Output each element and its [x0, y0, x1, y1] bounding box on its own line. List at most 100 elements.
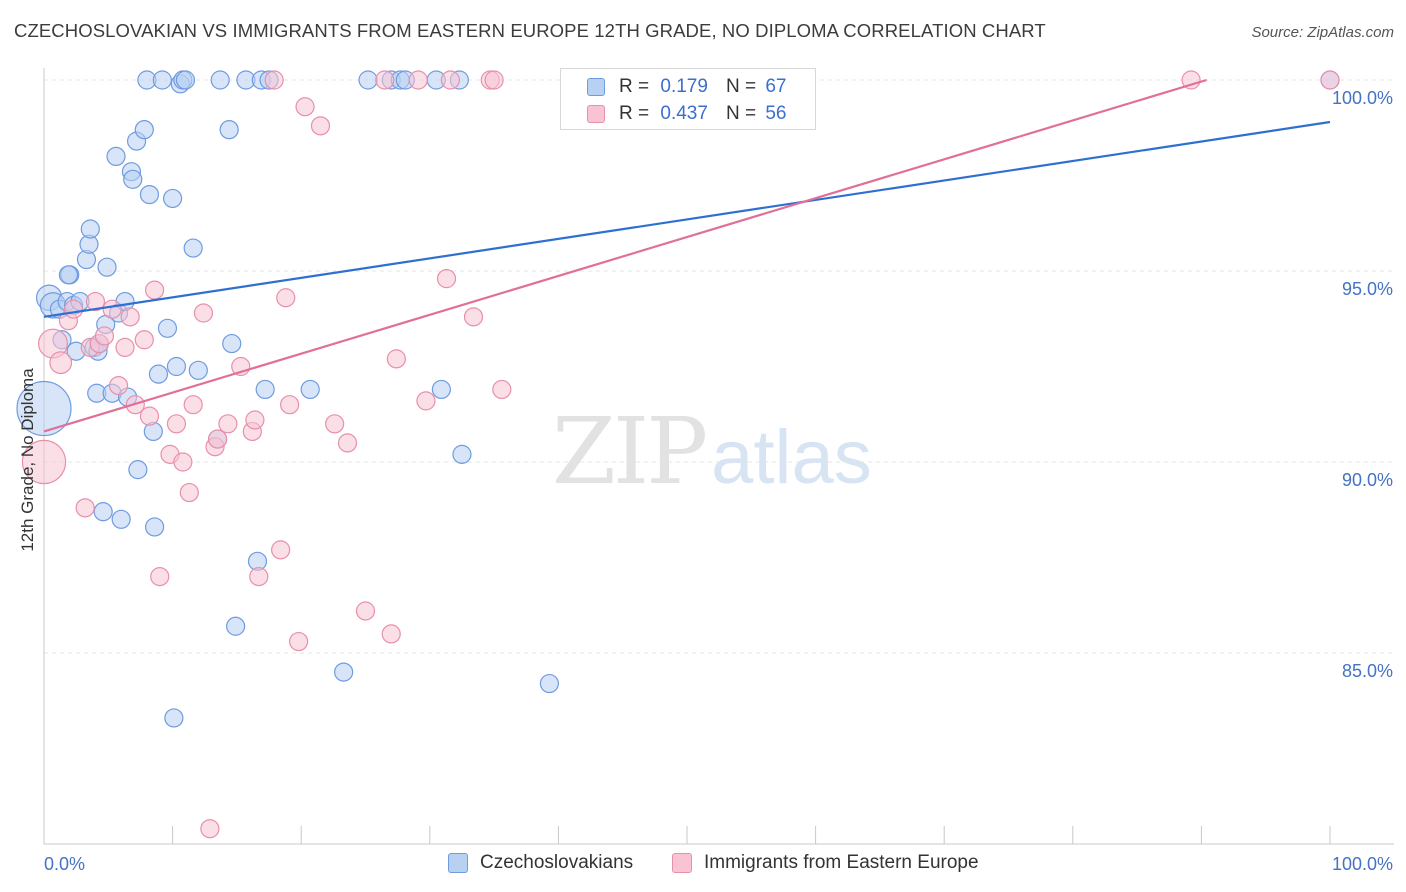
data-point: [115, 337, 135, 357]
data-point: [310, 116, 331, 136]
data-point: [219, 120, 239, 140]
data-point: [1181, 70, 1201, 90]
legend-item-czechoslovakians: Czechoslovakians: [448, 852, 633, 874]
source-note: Source: ZipAtlas.com: [1251, 24, 1394, 41]
data-point: [245, 410, 265, 430]
y-axis-label: 12th Grade, No Diploma: [18, 368, 37, 552]
data-point: [80, 219, 100, 239]
legend-item-immigrants: Immigrants from Eastern Europe: [672, 852, 979, 874]
y-tick-label: 90.0%: [1342, 470, 1393, 490]
trend-line-immigrants: [43, 78, 1207, 433]
series-czechoslovakians: [16, 70, 1340, 728]
tick-labels: 85.0% 90.0% 95.0% 100.0% 0.0% 100.0%: [44, 88, 1393, 874]
data-point: [334, 662, 354, 682]
data-point: [408, 70, 428, 90]
data-point: [452, 444, 472, 464]
data-point: [271, 540, 291, 560]
series-legend: Czechoslovakians Immigrants from Eastern…: [0, 852, 1406, 878]
data-point: [183, 238, 203, 258]
x-tick-label: 0.0%: [44, 854, 85, 874]
data-point: [416, 391, 436, 411]
data-point: [134, 330, 154, 350]
data-point: [300, 379, 320, 400]
legend-r-label: R =: [619, 103, 650, 124]
data-point: [280, 395, 300, 415]
data-point: [276, 288, 296, 308]
y-tick-label: 85.0%: [1342, 661, 1393, 681]
data-point: [120, 307, 140, 327]
data-point: [150, 566, 170, 587]
legend-n-value: 56: [765, 103, 787, 124]
data-point: [152, 70, 172, 90]
data-point: [75, 498, 95, 518]
data-point: [226, 616, 246, 636]
legend-r-value: 0.179: [660, 76, 708, 97]
data-point: [337, 433, 358, 453]
data-point: [21, 439, 67, 485]
legend-row-czechoslovakians: R = 0.179 N = 67: [587, 74, 786, 100]
watermark-zip: ZIP: [552, 398, 708, 505]
legend-row-immigrants: R = 0.437 N = 56: [587, 101, 786, 127]
legend-n-label: N =: [725, 103, 757, 124]
y-tick-label: 95.0%: [1342, 279, 1393, 299]
data-point: [94, 326, 115, 346]
data-point: [200, 819, 220, 839]
data-point: [264, 70, 284, 90]
data-point: [148, 364, 169, 384]
data-point: [289, 631, 309, 652]
data-point: [183, 395, 203, 415]
legend-label: Czechoslovakians: [480, 852, 634, 873]
series-immigrants: [21, 70, 1340, 839]
legend-label: Immigrants from Eastern Europe: [704, 852, 979, 873]
legend-r-label: R =: [619, 76, 650, 97]
legend-swatch-blue: [587, 78, 605, 96]
trend-lines: [43, 78, 1331, 433]
data-point: [166, 414, 187, 434]
data-point: [381, 624, 401, 644]
data-point: [85, 291, 106, 312]
data-point: [157, 318, 178, 338]
chart-title: CZECHOSLOVAKIAN VS IMMIGRANTS FROM EASTE…: [14, 20, 1046, 41]
data-point: [63, 299, 84, 319]
data-point: [144, 517, 165, 537]
watermark-atlas: atlas: [711, 415, 872, 500]
data-point: [58, 265, 79, 285]
data-point: [108, 376, 129, 396]
x-tick-label: 100.0%: [1332, 854, 1393, 874]
data-point: [111, 509, 131, 529]
data-point: [139, 185, 160, 205]
legend-swatch-pink: [587, 105, 605, 123]
data-point: [179, 482, 199, 503]
data-point: [325, 414, 345, 434]
data-point: [106, 146, 126, 166]
data-point: [102, 299, 122, 319]
data-point: [144, 280, 165, 300]
data-point: [358, 70, 378, 90]
data-point: [249, 566, 269, 587]
data-point: [218, 414, 238, 434]
legend-n-label: N =: [725, 76, 757, 97]
y-tick-label: 100.0%: [1332, 88, 1393, 108]
data-point: [463, 307, 484, 327]
data-points: [16, 70, 1340, 839]
data-point: [193, 303, 214, 323]
data-point: [93, 502, 113, 522]
data-point: [210, 70, 230, 90]
data-point: [255, 379, 275, 400]
axes: [43, 68, 1394, 845]
data-point: [97, 257, 117, 277]
data-point: [386, 349, 406, 369]
data-point: [431, 379, 451, 400]
data-point: [295, 97, 315, 117]
data-point: [123, 169, 143, 189]
data-point: [164, 708, 184, 728]
data-point: [208, 429, 228, 449]
data-point: [16, 380, 72, 437]
legend-swatch-pink: [672, 853, 692, 873]
data-point: [484, 70, 504, 90]
data-point: [355, 601, 376, 621]
data-point: [49, 351, 73, 375]
data-point: [163, 188, 183, 209]
data-point: [139, 406, 160, 426]
